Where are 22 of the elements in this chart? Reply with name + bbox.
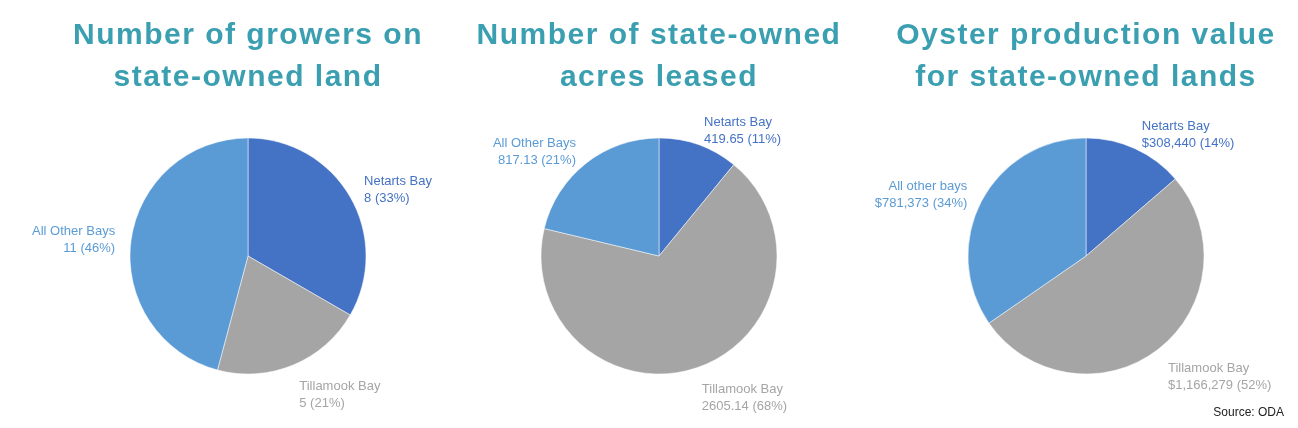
source-note: Source: ODA: [1213, 405, 1284, 419]
slice-label: All Other Bays: [492, 134, 577, 150]
chart-title: Oyster production value for state-owned lands: [896, 17, 1276, 92]
chart-title: Number of growers on state-owned land: [72, 17, 424, 92]
data-label: 419.65 (11%): [704, 130, 782, 146]
slice-label: Tillamook Bay: [701, 380, 784, 396]
slice-label: Netarts Bay: [364, 173, 433, 188]
data-label: 5 (21%): [299, 394, 345, 410]
slice-label: Tillamook Bay: [1168, 359, 1250, 375]
slice-label: Netarts Bay: [704, 113, 773, 129]
slice-label: Tillamook Bay: [299, 377, 381, 393]
data-label: 11 (46%): [63, 239, 116, 255]
data-label: $781,373 (34%): [874, 194, 968, 210]
data-label: 817.13 (21%): [497, 151, 576, 167]
slice-label: All Other Bays: [32, 222, 116, 238]
data-label: 2605.14 (68%): [701, 397, 788, 413]
data-label: $1,166,279 (52%): [1168, 376, 1272, 392]
data-label: $308,440 (14%): [1141, 135, 1235, 151]
data-label: 8 (33%): [364, 190, 410, 205]
chart-title: Number of state-owned acres leased: [476, 17, 842, 92]
slice-label: Netarts Bay: [1141, 118, 1211, 134]
slice-label: All other bays: [888, 177, 968, 193]
